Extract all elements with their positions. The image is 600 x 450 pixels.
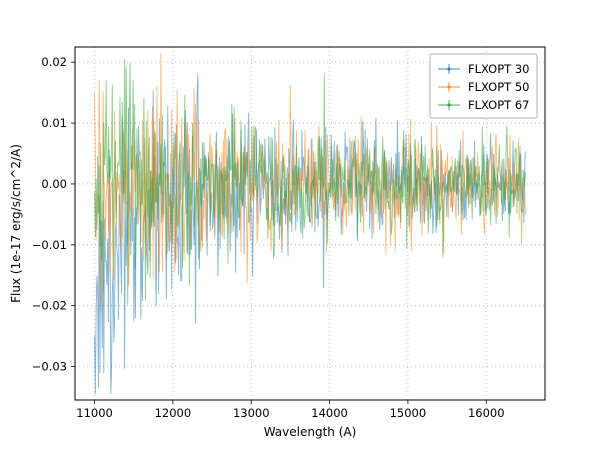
y-tick-label: −0.02 xyxy=(32,299,67,313)
legend-label: FLXOPT 50 xyxy=(468,80,529,94)
x-axis-label: Wavelength (A) xyxy=(264,425,357,439)
x-tick-label: 12000 xyxy=(155,406,192,420)
x-tick-label: 15000 xyxy=(390,406,427,420)
legend: FLXOPT 30 FLXOPT 50 FLXOPT 67 xyxy=(429,53,538,119)
y-axis-label: Flux (1e-17 erg/s/cm^2/A) xyxy=(9,144,23,303)
y-tick-label: −0.03 xyxy=(32,360,67,374)
series-group xyxy=(94,52,526,395)
legend-marker-point xyxy=(447,103,451,107)
legend-label: FLXOPT 67 xyxy=(468,98,529,112)
series-line-flxopt-67 xyxy=(94,58,526,305)
legend-marker-point xyxy=(447,85,451,89)
x-tick-label: 11000 xyxy=(76,406,113,420)
x-tick-label: 14000 xyxy=(311,406,348,420)
series-line-flxopt-30 xyxy=(94,73,526,395)
legend-marker-point xyxy=(447,67,451,71)
y-tick-label: −0.01 xyxy=(32,238,67,252)
ticks: 11000 12000 13000 14000 15000 16000 −0.03 −0.02… xyxy=(32,55,505,420)
y-tick-label: 0.00 xyxy=(41,177,67,191)
x-tick-label: 16000 xyxy=(468,406,505,420)
x-tick-label: 13000 xyxy=(233,406,270,420)
legend-box xyxy=(429,53,538,119)
y-tick-label: 0.01 xyxy=(41,116,67,130)
y-tick-label: 0.02 xyxy=(41,55,67,69)
legend-label: FLXOPT 30 xyxy=(468,62,529,76)
axes-frame xyxy=(74,46,546,401)
